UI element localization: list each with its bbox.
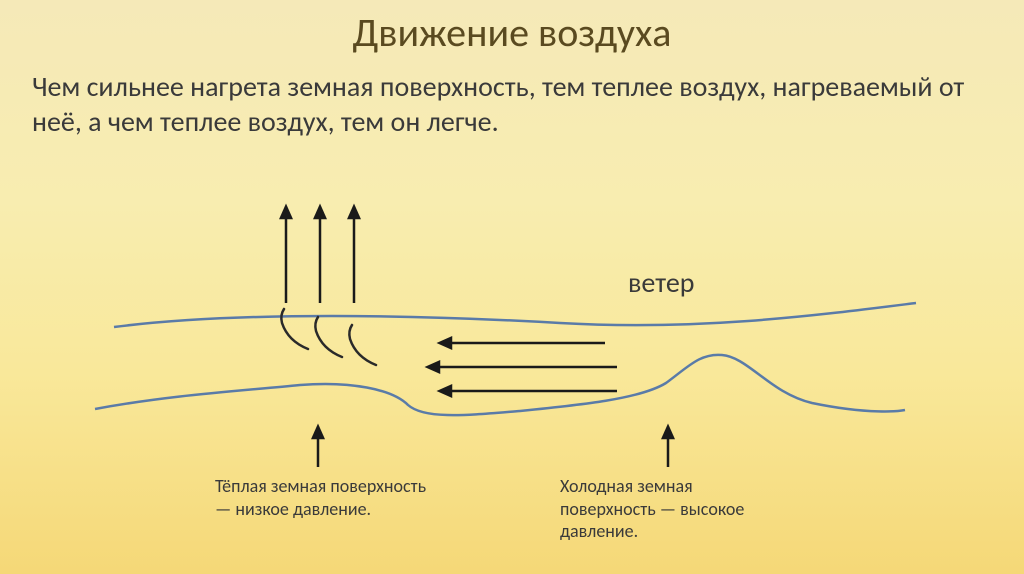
cold-surface-caption: Холодная земная поверхность — высокое да… <box>560 475 780 543</box>
air-movement-diagram: ветер Тёплая земная поверхность — низкое… <box>0 195 1024 565</box>
warm-surface-caption: Тёплая земная поверхность — низкое давле… <box>215 475 435 520</box>
slide-title: Движение воздуха <box>0 0 1024 57</box>
diagram-svg <box>0 195 1024 565</box>
slide: Движение воздуха Чем сильнее нагрета зем… <box>0 0 1024 574</box>
wind-label: ветер <box>628 265 694 300</box>
slide-body-text: Чем сильнее нагрета земная поверхность, … <box>0 57 1024 139</box>
